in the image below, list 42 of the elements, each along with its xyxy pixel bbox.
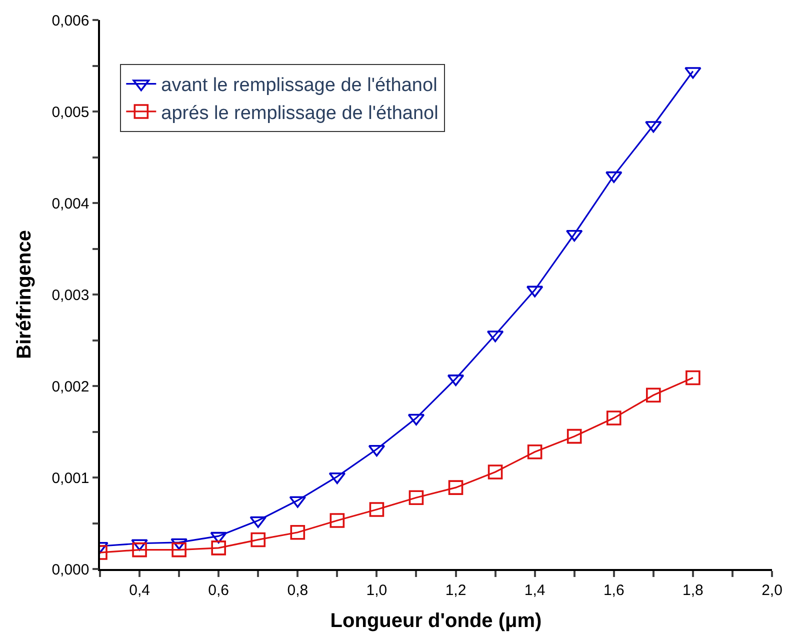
point bbox=[646, 388, 661, 403]
y-tick-label: 0,003 bbox=[52, 286, 90, 304]
point bbox=[131, 539, 148, 551]
point bbox=[686, 370, 700, 386]
y-tick-label: 0,004 bbox=[52, 195, 90, 212]
x-tick-label: 1,8 bbox=[682, 582, 704, 599]
x-tick-label: 0,6 bbox=[208, 582, 230, 599]
y-tick-label: 0,001 bbox=[52, 470, 90, 487]
y-tick-label: 0,006 bbox=[52, 12, 90, 30]
y-tick-label: 0,005 bbox=[52, 104, 90, 121]
x-tick-label: 1,2 bbox=[445, 582, 466, 599]
point bbox=[408, 490, 424, 506]
y-axis-title: Biréfringence bbox=[14, 230, 36, 359]
x-tick-label: 1,6 bbox=[603, 582, 624, 599]
x-tick-label: 0,8 bbox=[287, 582, 308, 599]
point bbox=[566, 230, 583, 242]
point bbox=[488, 464, 503, 480]
legend-label: avant le remplissage de l'éthanol bbox=[161, 75, 438, 96]
point bbox=[330, 513, 345, 528]
x-tick-label: 1,4 bbox=[524, 582, 546, 599]
point bbox=[684, 67, 702, 79]
x-axis-title: Longueur d'onde (μm) bbox=[330, 610, 542, 632]
legend-label: aprés le remplissage de l'éthanol bbox=[161, 102, 438, 124]
point bbox=[566, 428, 582, 444]
point bbox=[211, 540, 226, 556]
point bbox=[290, 525, 306, 540]
x-tick-label: 2,0 bbox=[762, 582, 782, 599]
y-tick-label: 0,000 bbox=[52, 561, 90, 578]
point bbox=[172, 542, 186, 558]
x-tick-label: 0,4 bbox=[129, 582, 150, 599]
point bbox=[250, 532, 266, 548]
point bbox=[369, 502, 384, 517]
x-tick-label: 1,0 bbox=[366, 582, 388, 599]
point bbox=[606, 410, 622, 426]
y-tick-label: 0,002 bbox=[52, 378, 90, 396]
point bbox=[132, 542, 147, 558]
point bbox=[448, 480, 464, 495]
point bbox=[527, 444, 542, 460]
point bbox=[210, 532, 227, 544]
point bbox=[170, 538, 188, 550]
point bbox=[368, 444, 386, 457]
point bbox=[645, 121, 662, 133]
